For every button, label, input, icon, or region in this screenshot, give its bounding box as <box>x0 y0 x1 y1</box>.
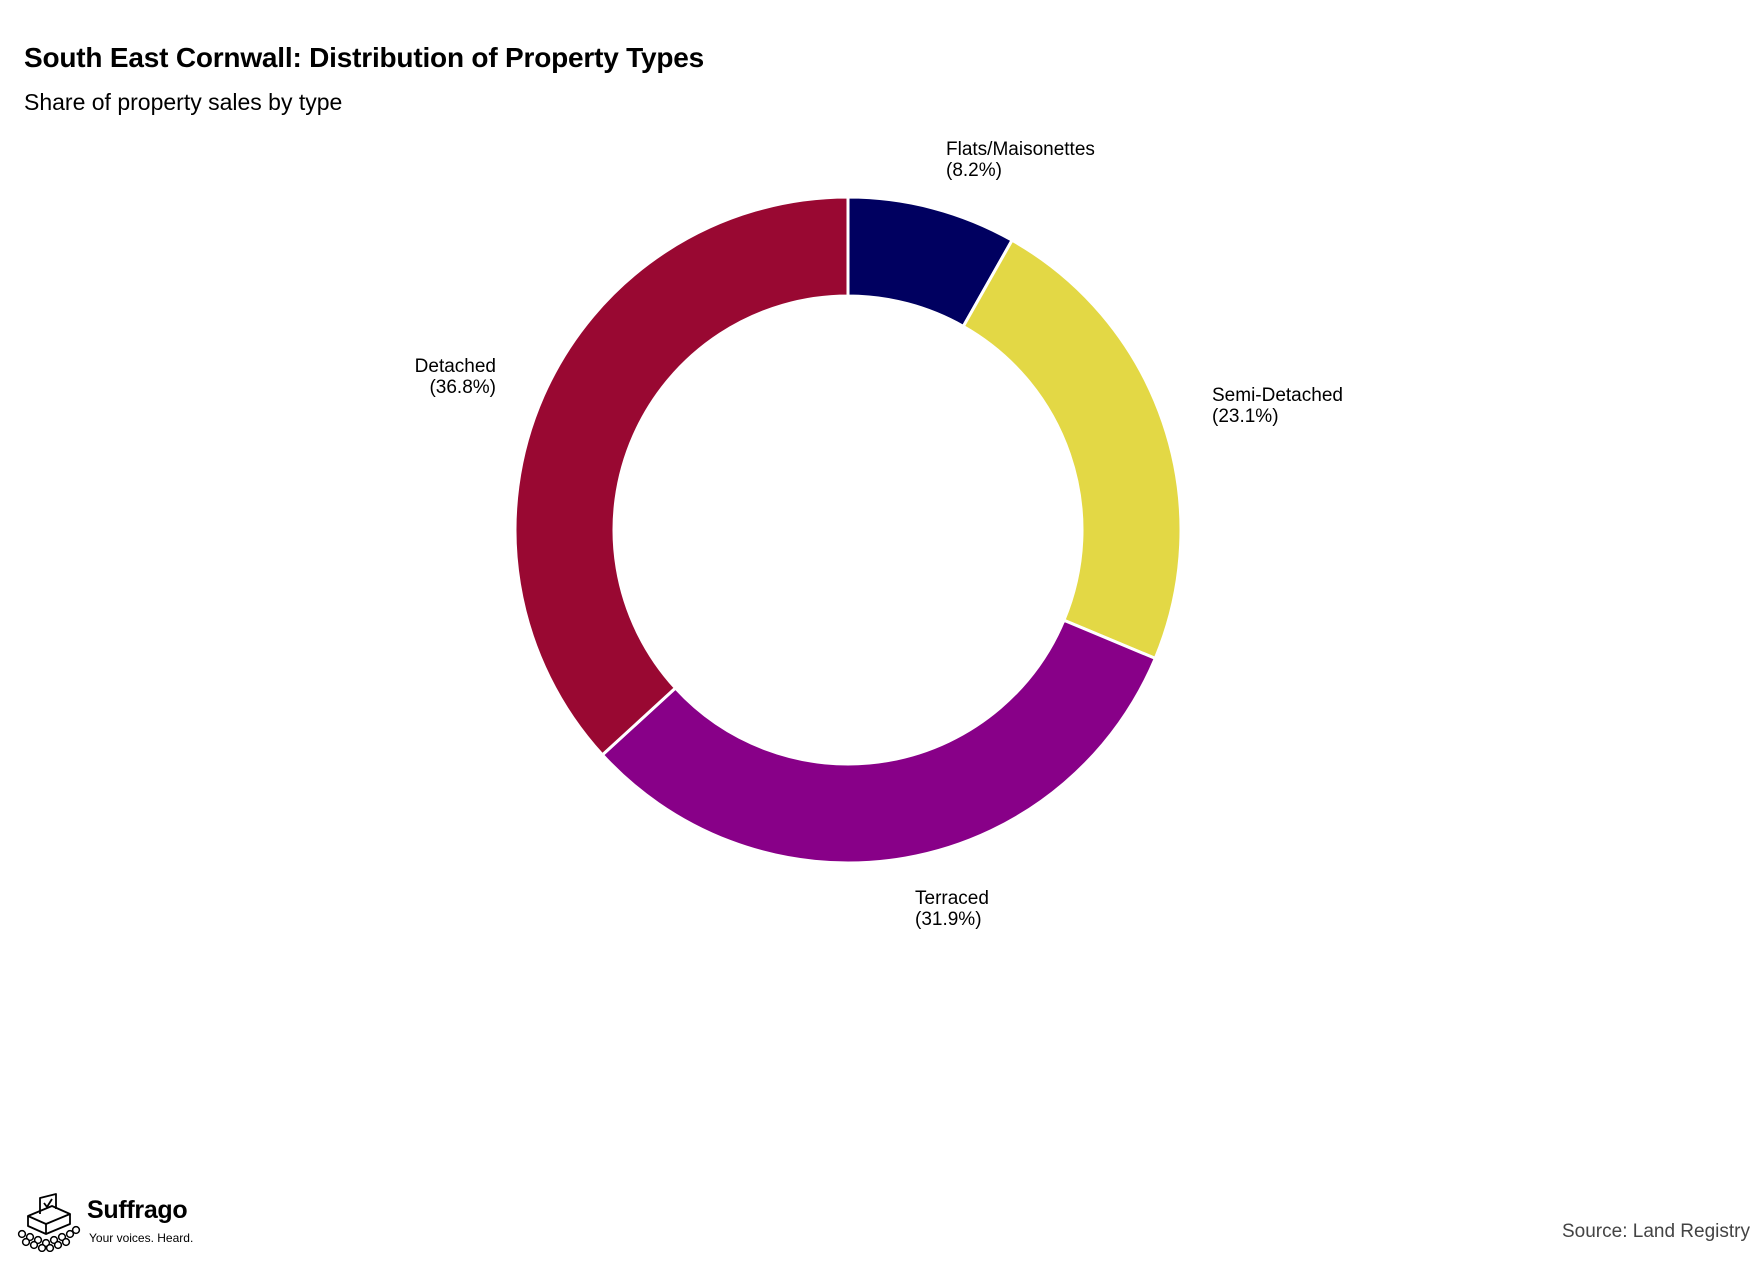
brand-name: Suffrago <box>87 1196 188 1224</box>
slice-category-label: Flats/Maisonettes <box>946 139 1095 160</box>
slice-category-label: Terraced <box>915 888 989 909</box>
brand-tagline: Your voices. Heard. <box>89 1231 194 1245</box>
slice-percent-label: (8.2%) <box>946 160 1002 181</box>
ballot-box-crowd-icon <box>17 1193 81 1252</box>
slice-percent-label: (36.8%) <box>429 377 496 398</box>
slice-labels: Flats/Maisonettes (8.2%) Semi-Detached (23.… <box>415 139 1343 930</box>
slice-label-semi-detached: Semi-Detached (23.1%) <box>1212 385 1343 427</box>
slice-label-detached: Detached (36.8%) <box>415 356 496 398</box>
chart-subtitle: Share of property sales by type <box>24 89 343 115</box>
donut-slices <box>513 195 1183 865</box>
chart-title: South East Cornwall: Distribution of Pro… <box>24 42 704 73</box>
source-note: Source: Land Registry <box>1562 1221 1750 1242</box>
slice-detached <box>513 195 850 758</box>
slice-percent-label: (31.9%) <box>915 909 982 930</box>
brand-logo: Suffrago Your voices. Heard. <box>14 1192 204 1252</box>
slice-label-terraced: Terraced (31.9%) <box>915 888 989 930</box>
slice-semi-detached <box>961 238 1183 661</box>
slice-category-label: Semi-Detached <box>1212 385 1343 406</box>
slice-label-flats-maisonettes: Flats/Maisonettes (8.2%) <box>946 139 1095 181</box>
slice-percent-label: (23.1%) <box>1212 406 1279 427</box>
slice-category-label: Detached <box>415 356 496 377</box>
slice-terraced <box>600 618 1158 865</box>
